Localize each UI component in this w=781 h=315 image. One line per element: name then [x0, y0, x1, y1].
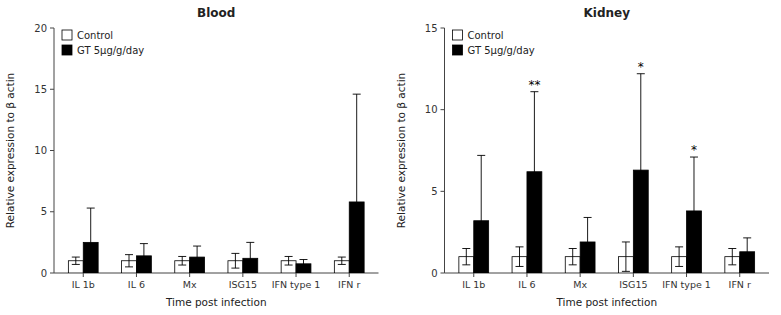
x-tick	[686, 273, 687, 277]
x-tick-label: IFN r	[729, 279, 751, 290]
error-bar	[728, 249, 736, 265]
x-tick-label: Mx	[183, 279, 197, 290]
legend-swatch	[453, 45, 463, 55]
x-tick-label: IL 6	[518, 279, 535, 290]
figure: Blood 0 5 10 15 20 Relative expression to β ac…	[0, 0, 781, 315]
y-tick	[441, 191, 445, 192]
x-tick-label: IL 1b	[462, 279, 485, 290]
title: Blood	[197, 6, 235, 20]
error-bar	[193, 246, 201, 268]
x-tick	[242, 273, 243, 277]
y-tick-label: 5	[41, 206, 47, 217]
error-bar	[637, 74, 645, 267]
x-tick-label: IL 6	[128, 279, 145, 290]
y-tick	[50, 273, 54, 274]
error-bar	[584, 217, 592, 266]
legend-label: GT 5μg/g/day	[77, 45, 144, 56]
x-tick	[83, 273, 84, 277]
y-tick-label: 15	[34, 84, 47, 95]
error-bar	[178, 256, 186, 265]
legend: Control GT 5μg/g/day	[453, 30, 535, 56]
legend-label: Control	[77, 30, 113, 41]
y-tick-label: 0	[41, 268, 47, 279]
y-tick-label: 20	[34, 23, 47, 34]
error-bar	[743, 238, 751, 266]
error-bar	[87, 208, 95, 273]
x-tick	[189, 273, 190, 277]
error-bar	[530, 92, 538, 252]
x-axis	[54, 273, 379, 274]
y-tick	[441, 273, 445, 274]
x-label: Time post infection	[555, 296, 657, 308]
x-axis	[445, 273, 770, 274]
legend-swatch	[62, 45, 72, 55]
background	[0, 0, 781, 315]
y-tick-label: 10	[34, 145, 47, 156]
error-bar	[477, 155, 485, 273]
error-bar	[72, 257, 80, 264]
y-label: Relative expression to β actin	[395, 73, 407, 228]
error-bar	[353, 94, 361, 273]
x-label: Time post infection	[165, 296, 267, 308]
x-tick	[136, 273, 137, 277]
y-tick	[50, 150, 54, 151]
x-tick	[526, 273, 527, 277]
y-tick-label: 15	[425, 23, 438, 34]
significance-label: **	[528, 78, 540, 92]
error-bar	[246, 242, 254, 273]
error-bar	[140, 244, 148, 269]
x-tick	[473, 273, 474, 277]
y-axis	[444, 28, 445, 273]
legend-label: Control	[468, 30, 504, 41]
bars	[68, 94, 364, 273]
y-tick-label: 10	[425, 104, 438, 115]
x-tick-label: IFN type 1	[662, 279, 711, 290]
x-tick-label: Mx	[573, 279, 587, 290]
significance-label: *	[691, 143, 697, 157]
x-tick-label: ISG15	[229, 279, 257, 290]
y-tick	[441, 109, 445, 110]
y-tick	[50, 211, 54, 212]
error-bar	[462, 249, 470, 265]
error-bar	[569, 249, 577, 265]
x-tick-label: ISG15	[619, 279, 647, 290]
y-tick-label: 0	[431, 268, 437, 279]
error-bar	[690, 157, 698, 265]
legend: Control GT 5μg/g/day	[62, 30, 144, 56]
y-tick	[50, 89, 54, 90]
x-tick	[580, 273, 581, 277]
bars	[459, 74, 755, 273]
x-tick	[633, 273, 634, 277]
y-tick-label: 5	[431, 186, 437, 197]
y-tick	[50, 28, 54, 29]
error-bar	[299, 260, 307, 269]
x-tick-label: IFN type 1	[272, 279, 321, 290]
error-bar	[338, 257, 346, 264]
x-tick	[296, 273, 297, 277]
x-tick-label: IL 1b	[72, 279, 95, 290]
y-tick	[441, 28, 445, 29]
error-bar	[516, 247, 524, 267]
error-bar	[125, 255, 133, 267]
error-bar	[675, 247, 683, 267]
legend-swatch	[453, 30, 463, 40]
significance-label: *	[638, 60, 644, 74]
annotations: ****	[528, 60, 697, 157]
panel: Blood 0 5 10 15 20 Relative expression to β ac…	[4, 6, 379, 310]
title: Kidney	[583, 6, 630, 20]
x-tick	[349, 273, 350, 277]
x-tick-label: IFN r	[338, 279, 360, 290]
error-bar	[285, 256, 293, 265]
error-bar	[622, 242, 630, 271]
panel: Kidney 0 5 10 15 Relative expression to β act…	[395, 6, 770, 308]
x-tick	[739, 273, 740, 277]
error-bar	[231, 253, 239, 268]
y-label: Relative expression to β actin	[4, 73, 16, 228]
legend-swatch	[62, 30, 72, 40]
legend-label: GT 5μg/g/day	[468, 45, 535, 56]
